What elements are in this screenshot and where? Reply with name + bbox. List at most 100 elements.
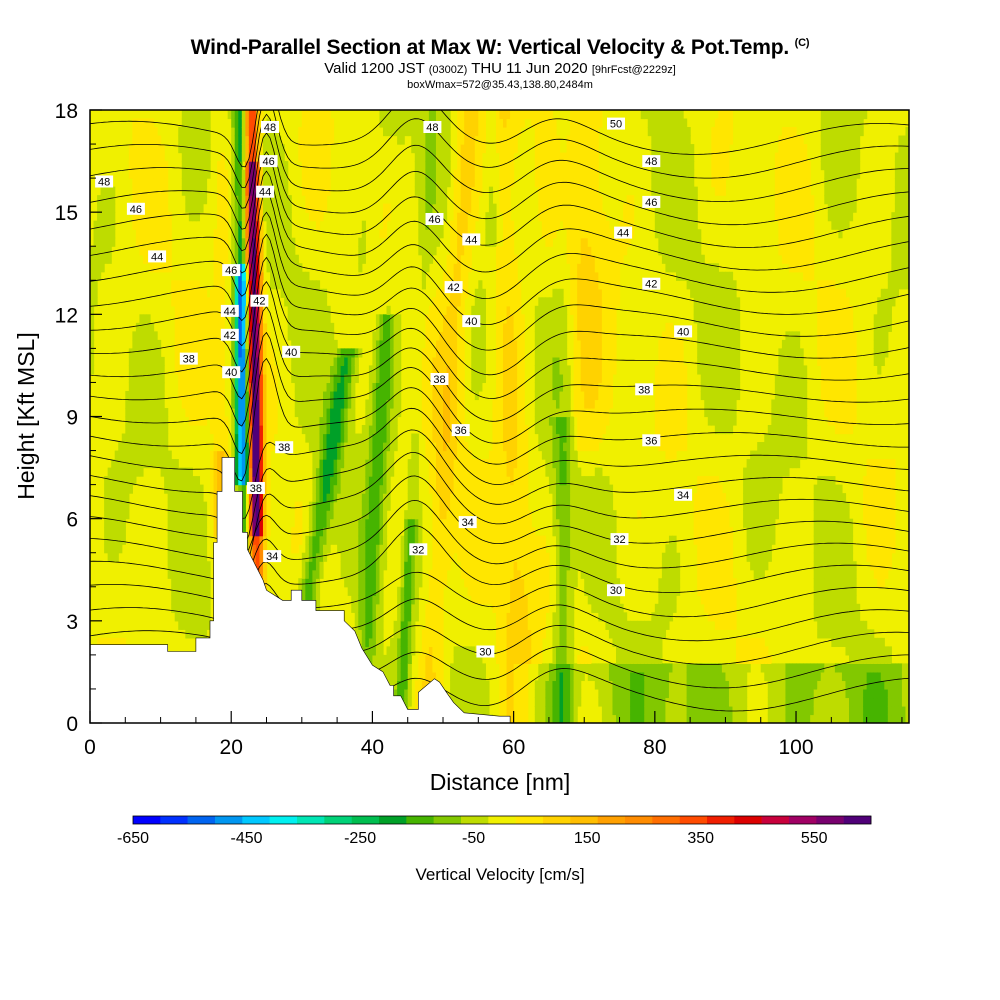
- field-cell: [428, 169, 434, 179]
- field-cell: [220, 280, 225, 290]
- field-cell: [185, 305, 190, 315]
- field-cell: [333, 433, 338, 443]
- field-cell: [195, 314, 201, 324]
- field-cell: [248, 348, 253, 358]
- field-cell: [471, 501, 476, 511]
- field-cell: [280, 271, 285, 281]
- field-cell: [107, 527, 112, 537]
- field-cell: [234, 254, 239, 264]
- field-cell: [330, 484, 335, 494]
- field-cell: [375, 314, 381, 324]
- field-cell: [202, 314, 208, 324]
- field-cell: [495, 280, 501, 290]
- field-cell: [351, 527, 356, 537]
- field-cell: [411, 118, 416, 128]
- field-cell: [393, 356, 398, 367]
- field-cell: [174, 561, 179, 571]
- field-cell: [428, 246, 434, 256]
- field-cell: [485, 595, 490, 605]
- field-cell: [270, 373, 275, 384]
- field-cell: [280, 203, 285, 213]
- field-cell: [305, 288, 310, 298]
- field-cell: [238, 161, 243, 171]
- field-cell: [407, 654, 412, 664]
- field-cell: [206, 586, 211, 596]
- field-cell: [185, 127, 190, 137]
- field-cell: [358, 510, 363, 520]
- field-cell: [217, 476, 222, 486]
- field-cell: [495, 476, 501, 486]
- field-cell: [506, 561, 511, 571]
- field-cell: [506, 510, 511, 520]
- field-cell: [333, 382, 338, 392]
- field-cell: [273, 144, 278, 154]
- field-cell: [224, 229, 229, 239]
- field-cell: [492, 493, 497, 503]
- field-cell: [213, 314, 218, 324]
- field-cell: [506, 365, 511, 375]
- field-cell: [238, 416, 243, 426]
- field-cell: [474, 373, 479, 384]
- field-cell: [450, 297, 455, 307]
- field-cell: [241, 288, 246, 298]
- field-cell: [506, 484, 511, 494]
- field-cell: [164, 450, 169, 460]
- field-cell: [195, 212, 201, 222]
- field-cell: [492, 203, 497, 213]
- field-cell: [400, 629, 405, 639]
- field-cell: [361, 493, 366, 503]
- field-cell: [428, 152, 434, 162]
- field-cell: [450, 365, 455, 375]
- field-cell: [188, 552, 193, 562]
- field-cell: [446, 161, 451, 171]
- field-cell: [248, 178, 253, 188]
- field-cell: [435, 237, 441, 247]
- field-cell: [308, 544, 313, 554]
- field-cell: [446, 407, 451, 418]
- field-cell: [178, 620, 183, 630]
- field-cell: [202, 169, 208, 179]
- field-cell: [503, 212, 508, 222]
- field-cell: [443, 433, 448, 443]
- field-cell: [390, 322, 395, 332]
- field-cell: [241, 348, 246, 358]
- field-cell: [121, 476, 126, 486]
- field-cell: [457, 220, 462, 230]
- field-cell: [238, 135, 243, 145]
- field-cell: [499, 271, 504, 281]
- field-cell: [326, 467, 331, 477]
- field-cell: [157, 459, 162, 469]
- field-cell: [298, 390, 303, 401]
- field-cell: [330, 331, 335, 341]
- field-cell: [153, 365, 158, 375]
- field-cell: [178, 127, 183, 137]
- field-cell: [305, 118, 310, 128]
- field-cell: [365, 467, 370, 477]
- field-cell: [202, 569, 208, 579]
- field-cell: [358, 459, 363, 469]
- field-cell: [298, 399, 303, 409]
- field-cell: [428, 135, 434, 145]
- field-cell: [383, 544, 388, 554]
- field-cell: [322, 484, 328, 494]
- field-cell: [340, 552, 345, 562]
- field-cell: [471, 544, 476, 554]
- field-cell: [195, 297, 201, 307]
- field-cell: [294, 280, 299, 290]
- field-cell: [319, 442, 324, 452]
- field-cell: [142, 450, 148, 460]
- field-cell: [425, 314, 430, 324]
- field-cell: [457, 212, 462, 222]
- field-cell: [319, 331, 324, 341]
- field-cell: [439, 135, 444, 145]
- field-cell: [312, 169, 317, 179]
- field-cell: [471, 569, 476, 579]
- field-cell: [492, 544, 497, 554]
- field-cell: [174, 322, 179, 332]
- field-cell: [503, 127, 508, 137]
- field-cell: [485, 544, 490, 554]
- field-cell: [495, 569, 501, 579]
- field-cell: [266, 459, 271, 469]
- field-cell: [368, 425, 374, 435]
- field-cell: [217, 203, 222, 213]
